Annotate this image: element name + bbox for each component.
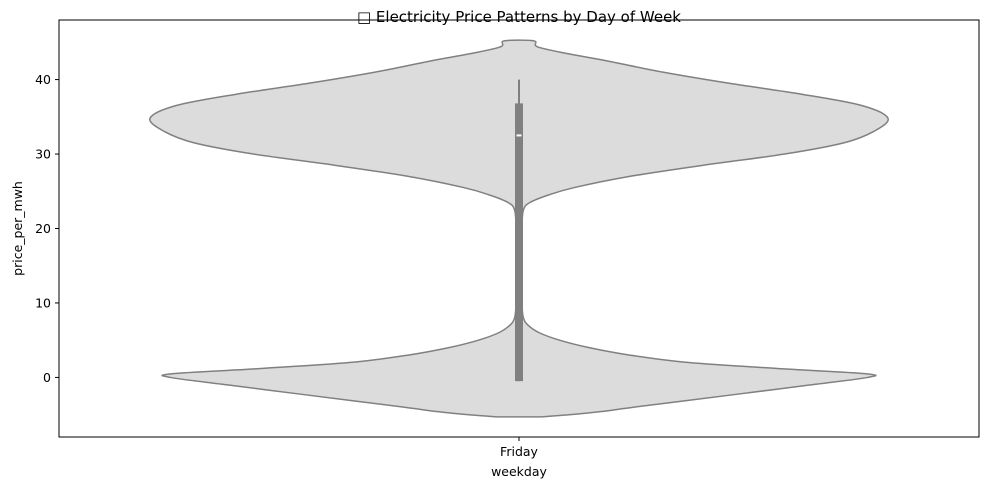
y-tick-label: 0 — [43, 370, 51, 385]
violin-layer — [149, 39, 889, 418]
violin-iqr-box — [515, 103, 523, 382]
y-tick-label: 40 — [35, 72, 51, 87]
y-tick-label: 10 — [35, 295, 51, 310]
x-axis: Friday — [500, 437, 539, 459]
y-axis-label: price_per_mwh — [10, 181, 25, 276]
chart-title: □ Electricity Price Patterns by Day of W… — [357, 8, 681, 26]
y-tick-label: 30 — [35, 147, 51, 162]
x-axis-label: weekday — [491, 464, 547, 479]
y-axis: 0 10 20 30 40 — [35, 72, 59, 385]
x-tick-label: Friday — [500, 444, 538, 459]
y-tick-label: 20 — [35, 221, 51, 236]
